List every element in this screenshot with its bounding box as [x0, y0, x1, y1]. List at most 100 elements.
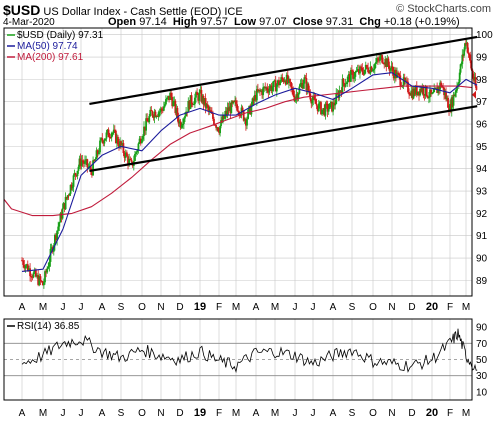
- price-candle: [149, 109, 152, 117]
- price-candle: [328, 103, 331, 109]
- price-x-tick-label: J: [311, 302, 316, 313]
- exchange-label: ICE: [224, 6, 243, 18]
- price-candle: [28, 268, 30, 271]
- price-candle: [445, 92, 447, 100]
- price-candle: [142, 136, 144, 140]
- price-candle: [135, 152, 138, 155]
- price-candle: [134, 154, 136, 161]
- price-candle: [291, 87, 294, 90]
- price-candle: [192, 104, 195, 106]
- price-candle: [325, 103, 328, 105]
- price-candle: [433, 88, 436, 93]
- price-candle: [183, 118, 185, 124]
- price-candle: [283, 80, 286, 82]
- price-candle: [408, 92, 410, 95]
- price-candle: [22, 260, 25, 265]
- price-candle: [378, 59, 380, 61]
- price-candle: [204, 98, 207, 108]
- price-y-tick-label: 93: [476, 187, 488, 198]
- price-candle: [77, 166, 80, 171]
- price-candle: [452, 94, 455, 106]
- brand-watermark: © StockCharts.com: [396, 3, 491, 15]
- price-candle: [169, 92, 172, 101]
- price-candle: [322, 108, 325, 110]
- price-candle: [245, 118, 247, 126]
- price-candle: [424, 85, 427, 96]
- price-candle: [250, 105, 253, 115]
- price-candle: [406, 80, 408, 82]
- price-candle: [356, 69, 359, 72]
- price-candle: [466, 42, 469, 53]
- price-candle: [397, 72, 399, 74]
- price-candle: [446, 97, 448, 100]
- rsi-y-tick-label: 10: [476, 387, 488, 398]
- price-candle: [316, 105, 319, 112]
- price-candle: [180, 125, 183, 128]
- price-candle: [92, 160, 94, 176]
- price-candle: [263, 86, 266, 88]
- price-y-tick-label: 98: [476, 75, 488, 86]
- price-candle: [243, 118, 246, 121]
- price-candle: [435, 87, 438, 89]
- price-candle: [457, 82, 460, 86]
- price-candle: [110, 132, 113, 138]
- price-candle: [471, 71, 474, 77]
- price-candle: [106, 129, 109, 133]
- price-x-tick-label: S: [118, 302, 125, 313]
- price-candle: [94, 159, 97, 161]
- price-y-tick-label: 91: [476, 231, 488, 242]
- price-x-tick-label: 19: [194, 301, 206, 313]
- rsi-x-tick-label: J: [61, 408, 66, 419]
- price-candle: [470, 61, 473, 69]
- price-candle: [85, 159, 88, 161]
- price-candle: [137, 143, 140, 151]
- rsi-x-tick-label: D: [408, 408, 415, 419]
- price-candle: [162, 106, 165, 111]
- price-candle: [407, 81, 409, 93]
- price-candle: [54, 234, 56, 246]
- price-x-tick-label: N: [157, 302, 164, 313]
- price-x-tick-label: O: [138, 302, 146, 313]
- price-candle: [184, 116, 186, 119]
- rsi-x-tick-label: M: [39, 408, 47, 419]
- price-candle: [146, 118, 149, 122]
- price-candle: [290, 82, 292, 88]
- price-candle: [359, 66, 361, 74]
- price-candle: [346, 76, 349, 83]
- price-candle: [292, 89, 295, 96]
- price-candle: [295, 94, 298, 99]
- price-candle: [249, 105, 252, 115]
- price-candle: [354, 71, 357, 77]
- price-x-tick-label: D: [176, 302, 183, 313]
- price-candle: [218, 131, 221, 134]
- price-candle: [235, 100, 237, 105]
- chart-date: 4-Mar-2020: [3, 17, 55, 28]
- price-candle: [207, 106, 210, 111]
- price-candle: [280, 77, 283, 82]
- price-candle: [418, 91, 420, 96]
- price-candle: [113, 129, 116, 131]
- price-candle: [422, 86, 425, 95]
- price-candle: [153, 111, 156, 118]
- price-candle: [337, 93, 340, 98]
- price-x-tick-label: A: [330, 302, 337, 313]
- price-candle: [259, 89, 261, 92]
- price-candle: [333, 102, 336, 106]
- price-candle: [116, 136, 118, 144]
- price-candle: [368, 71, 371, 74]
- price-candle: [47, 266, 50, 269]
- price-candle: [286, 74, 289, 84]
- price-candle: [38, 276, 41, 285]
- price-x-tick-label: M: [271, 302, 279, 313]
- price-candle: [127, 156, 129, 165]
- price-candle: [102, 140, 105, 144]
- rsi-x-tick-label: O: [369, 408, 377, 419]
- price-candle: [254, 94, 257, 101]
- price-candle: [159, 108, 162, 112]
- price-candle: [152, 115, 155, 118]
- rsi-x-tick-label: M: [271, 408, 279, 419]
- price-candle: [48, 261, 51, 267]
- price-candle: [442, 86, 444, 88]
- price-candle: [379, 56, 381, 61]
- price-candle: [46, 268, 49, 273]
